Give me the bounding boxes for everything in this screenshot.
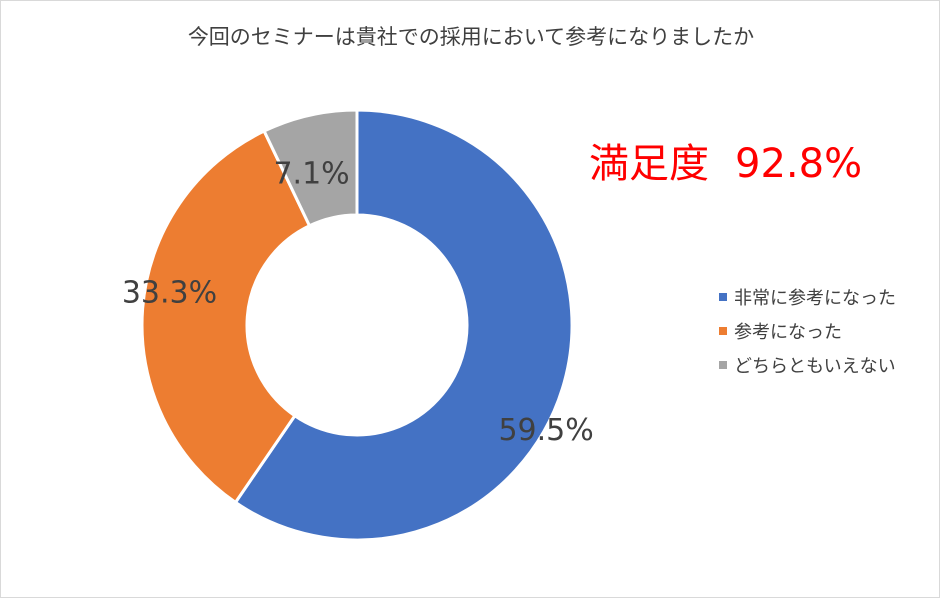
data-label: 33.3% [122,276,217,311]
satisfaction-annotation: 満足度 92.8% [589,131,862,189]
donut-slice [262,108,359,228]
legend-label: 非常に参考になった [734,288,896,309]
legend-swatch [719,293,727,301]
donut-slice [140,129,312,505]
legend-swatch [719,327,727,335]
legend-item-neutral: どちらともいえない [719,348,896,382]
legend-swatch [719,361,727,369]
legend-item-very-useful: 非常に参考になった [719,280,896,314]
chart-title: 今回のセミナーは貴社での採用において参考になりましたか [187,25,755,49]
legend-label: 参考になった [734,322,842,343]
data-label: 7.1% [273,156,349,191]
donut-labels: 59.5% 33.3% 7.1% [122,156,594,448]
satisfaction-label: 満足度 [589,141,709,187]
donut-slices [140,108,574,542]
satisfaction-value: 92.8% [735,141,863,187]
data-label: 59.5% [498,413,593,448]
donut-slice [233,108,574,542]
legend: 非常に参考になった 参考になった どちらともいえない [719,280,896,382]
legend-item-useful: 参考になった [719,314,896,348]
legend-label: どちらともいえない [734,356,896,377]
